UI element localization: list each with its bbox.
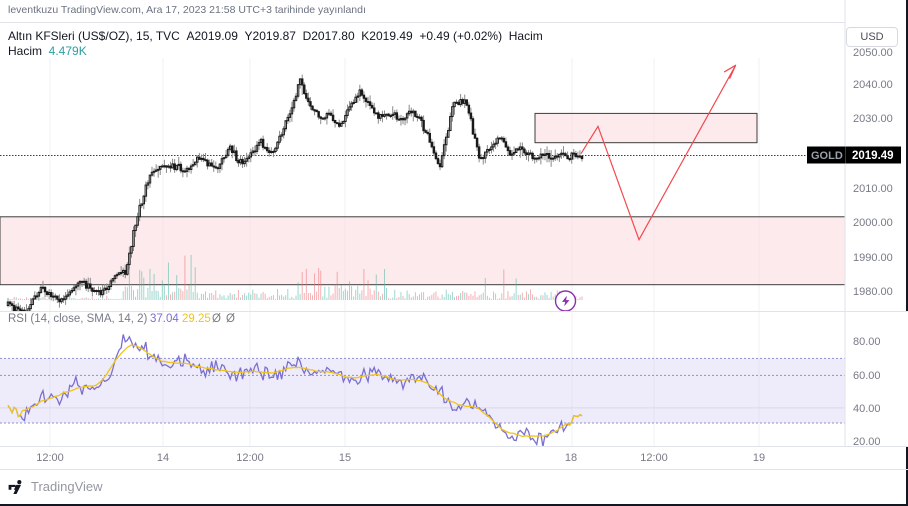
svg-text:19: 19: [753, 452, 765, 464]
svg-text:12:00: 12:00: [640, 452, 668, 464]
svg-text:37.04: 37.04: [150, 313, 179, 325]
svg-text:40.00: 40.00: [853, 403, 881, 415]
svg-text:Ø: Ø: [212, 313, 221, 325]
svg-text:2050.00: 2050.00: [853, 47, 893, 59]
svg-text:80.00: 80.00: [853, 336, 881, 348]
svg-text:18: 18: [565, 452, 577, 464]
svg-text:15: 15: [339, 452, 351, 464]
svg-text:Ø: Ø: [226, 313, 235, 325]
svg-text:12:00: 12:00: [36, 452, 64, 464]
svg-text:GOLD: GOLD: [811, 150, 843, 162]
svg-text:12:00: 12:00: [236, 452, 264, 464]
svg-text:2019.49: 2019.49: [852, 150, 894, 162]
svg-text:2040.00: 2040.00: [853, 79, 893, 91]
svg-text:2030.00: 2030.00: [853, 113, 893, 125]
svg-text:29.25: 29.25: [182, 313, 211, 325]
svg-text:RSI (14, close, SMA, 14, 2): RSI (14, close, SMA, 14, 2): [8, 313, 148, 325]
svg-text:1990.00: 1990.00: [853, 252, 893, 264]
svg-text:1980.00: 1980.00: [853, 286, 893, 298]
svg-text:20.00: 20.00: [853, 436, 881, 446]
svg-text:2010.00: 2010.00: [853, 183, 893, 195]
svg-text:14: 14: [157, 452, 169, 464]
svg-text:2000.00: 2000.00: [853, 217, 893, 229]
svg-text:60.00: 60.00: [853, 370, 881, 382]
